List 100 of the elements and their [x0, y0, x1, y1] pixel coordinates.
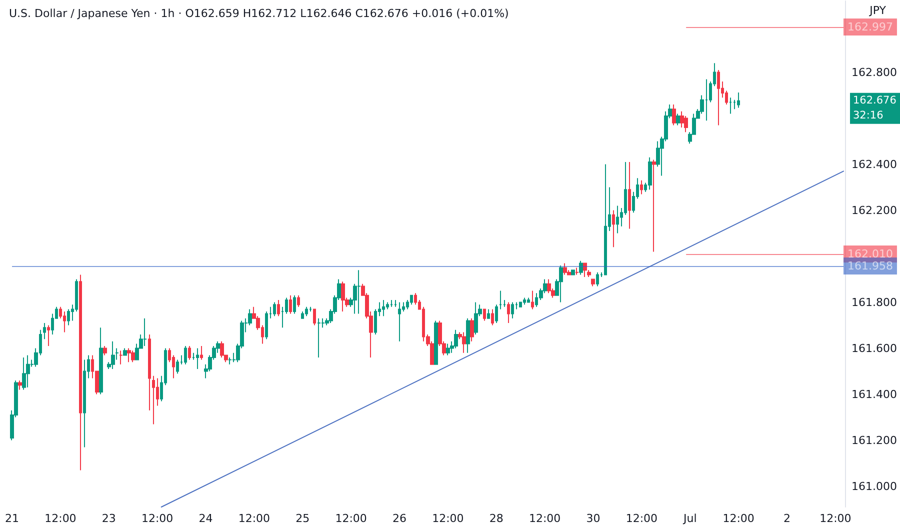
candlestick: [111, 340, 115, 370]
candlestick: [382, 300, 385, 317]
candlestick: [289, 294, 292, 314]
candlestick: [196, 348, 199, 370]
candlestick: [527, 297, 530, 303]
ref-line-label: 161.958: [847, 259, 893, 272]
candlestick: [188, 346, 191, 360]
candlestick: [127, 348, 131, 363]
candlestick: [99, 327, 103, 395]
candlestick: [341, 281, 345, 312]
candlestick: [143, 318, 147, 346]
candlestick: [483, 308, 486, 322]
candlestick: [523, 297, 526, 306]
candlestick: [22, 357, 26, 390]
candlestick: [63, 311, 66, 333]
candlestick: [563, 262, 567, 276]
candlestick: [410, 294, 413, 306]
candlestick: [297, 294, 300, 308]
candlestick: [119, 350, 123, 365]
candlestick: [357, 270, 361, 314]
x-tick-label: 12:00: [141, 512, 174, 525]
candlestick: [394, 300, 397, 308]
x-tick-label: 12:00: [335, 512, 367, 525]
text: U.S. Dollar / Japanese Yen · 1h · O162.659 H162.712 L162.646 C162.676 +0.016 (+0.01%): [9, 7, 509, 20]
x-tick-label: 23: [102, 512, 116, 525]
candlestick: [265, 311, 268, 340]
candlestick: [131, 350, 135, 363]
y-tick-label: 162.400: [852, 158, 898, 171]
candlestick: [575, 267, 579, 276]
candlestick: [511, 302, 514, 319]
candlestick: [495, 304, 498, 324]
x-tick-label: 21: [5, 512, 20, 525]
y-tick-label: 161.600: [852, 342, 898, 355]
x-tick-label: 2: [783, 512, 790, 525]
candlestick: [519, 302, 522, 308]
text: 162.676: [853, 94, 897, 106]
candlestick: [293, 294, 296, 314]
candlestick: [640, 180, 643, 195]
candlestick: [604, 164, 607, 276]
candlestick: [676, 113, 680, 126]
candlestick: [579, 260, 583, 276]
x-tick-label: 25: [296, 512, 310, 525]
candlestick: [737, 92, 740, 108]
candlestick: [591, 278, 595, 287]
candlestick: [616, 205, 619, 234]
candlestick: [313, 308, 316, 326]
candlestick: [466, 318, 470, 354]
x-tick-label: 26: [392, 512, 406, 525]
candlestick: [273, 302, 276, 317]
y-tick-label: 161.200: [852, 434, 898, 447]
candlestick: [148, 334, 151, 411]
candlestick: [583, 262, 587, 278]
candlestick: [220, 340, 224, 358]
candlestick: [317, 318, 321, 358]
candlestick: [571, 270, 575, 276]
candlestick: [414, 292, 417, 306]
ref-line-label: 162.010: [847, 248, 893, 260]
y-axis-title: JPY: [868, 4, 886, 17]
candlestick: [559, 265, 563, 303]
candlestick: [507, 302, 510, 324]
x-tick-label: Jul: [682, 512, 697, 525]
candlestick: [446, 343, 450, 356]
y-tick-label: 162.200: [852, 204, 898, 217]
candlestick: [390, 300, 393, 308]
candlestick: [152, 375, 155, 425]
candlestick: [277, 300, 280, 317]
candlestick: [305, 306, 308, 317]
candlestick: [499, 290, 502, 310]
text: 32:16: [853, 109, 884, 122]
candlestick: [454, 329, 458, 349]
candlestick: [491, 308, 494, 326]
candlestick: [717, 70, 720, 126]
candlestick: [474, 302, 478, 335]
y-tick-label: 161.400: [852, 388, 898, 401]
candlestick: [123, 348, 127, 356]
candlestick: [547, 278, 551, 294]
candlestick: [462, 332, 466, 354]
candlestick: [301, 311, 304, 319]
ref-line-label: 162.997: [847, 20, 893, 34]
x-tick-label: 12:00: [432, 512, 464, 525]
candlestick: [43, 322, 46, 340]
candlestick: [729, 97, 732, 114]
x-tick-label: 12:00: [722, 512, 754, 525]
y-tick-label: 161.800: [852, 296, 898, 309]
y-tick-label: 162.800: [852, 66, 898, 79]
candlestick: [184, 346, 187, 365]
candlestick: [680, 110, 684, 128]
candlestick: [67, 308, 70, 326]
candlestick: [648, 156, 652, 190]
candlestick: [200, 346, 203, 360]
x-tick-label: 30: [586, 512, 600, 525]
x-tick-label: 12:00: [820, 512, 852, 525]
candlestick: [652, 159, 656, 252]
candlestick: [503, 300, 506, 308]
candlestick: [79, 274, 82, 471]
candlestick: [26, 354, 30, 388]
candlestick: [103, 346, 107, 356]
candlestick: [487, 308, 490, 319]
candlestick: [470, 318, 474, 342]
candlestick: [176, 359, 179, 374]
